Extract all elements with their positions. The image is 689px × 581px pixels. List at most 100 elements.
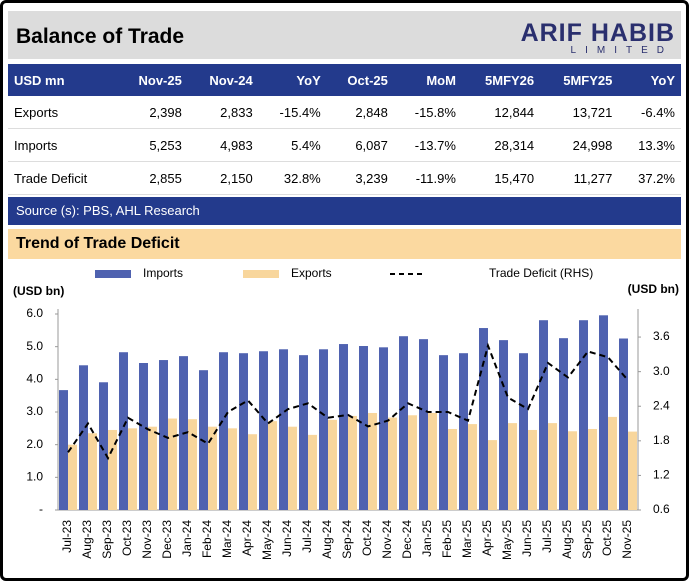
cell: Trade Deficit (8, 161, 118, 195)
bar (128, 428, 137, 510)
cell: 13,721 (540, 96, 619, 129)
column-header: MoM (393, 64, 462, 96)
bar (548, 423, 557, 510)
bar (399, 336, 408, 510)
legend-label: Imports (143, 266, 183, 280)
bar (168, 418, 177, 510)
x-tick-label: Jul-25 (540, 520, 554, 553)
header-row: USD mn Nov-25 Nov-24 YoY Oct-25 MoM 5MFY26 5MFY… (8, 64, 681, 96)
bar (479, 328, 488, 510)
bar (608, 416, 617, 510)
bar (419, 339, 428, 510)
column-header: 5MFY25 (540, 64, 619, 96)
bar (319, 349, 328, 510)
bar (148, 426, 157, 510)
bar (348, 415, 357, 510)
y-tick-label: 2.0 (26, 437, 43, 451)
column-header: USD mn (8, 64, 118, 96)
y-tick-label: 4.0 (26, 372, 43, 386)
legend-swatch (243, 270, 279, 278)
bar (88, 433, 97, 510)
y-tick-label: 6.0 (26, 306, 43, 320)
cell: 32.8% (258, 161, 327, 195)
x-tick-label: Sep-25 (580, 520, 594, 559)
x-tick-label: Oct-23 (120, 520, 134, 556)
cell: 6,087 (326, 128, 394, 162)
cell: 2,398 (117, 96, 188, 129)
y2-tick-label: 1.2 (653, 468, 670, 482)
y2-tick-label: 3.6 (653, 329, 670, 343)
column-header: Nov-24 (187, 64, 259, 96)
bar (259, 351, 268, 510)
column-header: Nov-25 (117, 64, 188, 96)
x-tick-label: Nov-23 (140, 520, 154, 559)
y2-tick-label: 1.8 (653, 433, 670, 447)
x-tick-label: Jan-25 (420, 520, 434, 557)
x-tick-label: Dec-24 (400, 520, 414, 559)
x-tick-label: Jul-23 (60, 520, 74, 553)
table: USD mn Nov-25 Nov-24 YoY Oct-25 MoM 5MFY26 5MFY… (8, 64, 681, 195)
bar (619, 338, 628, 510)
x-tick-label: Apr-25 (480, 520, 494, 556)
x-tick-label: Aug-25 (560, 520, 574, 559)
chart-title: Trend of Trade Deficit (8, 229, 681, 259)
y-tick-label: 3.0 (26, 404, 43, 418)
bar (379, 347, 388, 510)
cell: 24,998 (540, 128, 619, 162)
row: Trade Deficit 2,855 2,150 32.8% 3,239 -11.9% 1… (8, 161, 681, 195)
bar (288, 426, 297, 510)
bar (519, 353, 528, 510)
cell: -11.9% (393, 161, 462, 195)
x-tick-label: Jun-25 (520, 520, 534, 557)
cell: -15.4% (258, 96, 327, 129)
y-axis-label: (USD bn) (13, 284, 64, 298)
logo-sub: LIMITED (570, 45, 673, 56)
x-tick-label: Jan-24 (180, 520, 194, 557)
column-header: YoY (258, 64, 327, 96)
bar (99, 382, 108, 510)
cell: 2,833 (187, 96, 259, 129)
cell: 5.4% (258, 128, 327, 162)
x-tick-label: Nov-25 (620, 520, 634, 559)
x-tick-label: Mar-25 (460, 520, 474, 558)
bar (219, 352, 228, 510)
title: Balance of Trade (16, 25, 185, 48)
bar (59, 390, 68, 510)
bar (188, 419, 197, 510)
bar (239, 353, 248, 510)
bar (488, 440, 497, 510)
bar (539, 320, 548, 510)
bar (328, 419, 337, 510)
bar (459, 353, 468, 510)
bar (159, 360, 168, 510)
x-tick-label: Oct-24 (360, 520, 374, 556)
x-tick-label: Sep-24 (340, 520, 354, 559)
column-header: 5MFY26 (461, 64, 541, 96)
x-tick-label: Aug-24 (320, 520, 334, 559)
bar (108, 429, 117, 510)
bar (428, 412, 437, 510)
cell: 11,277 (540, 161, 619, 195)
bar (299, 355, 308, 510)
legend-swatch (95, 270, 131, 278)
row: Imports 5,253 4,983 5.4% 6,087 -13.7% 28,314 24… (8, 128, 681, 162)
y2-tick-label: 2.4 (653, 398, 670, 412)
bar (439, 355, 448, 510)
x-tick-label: Mar-24 (220, 520, 234, 558)
cell: 2,848 (326, 96, 394, 129)
bar (579, 320, 588, 510)
cell: -13.7% (393, 128, 462, 162)
bar (448, 428, 457, 510)
row: Exports 2,398 2,833 -15.4% 2,848 -15.8% 12,844… (8, 96, 681, 129)
x-tick-label: Nov-24 (380, 520, 394, 559)
bar (559, 338, 568, 510)
bar (68, 444, 77, 510)
bar (528, 429, 537, 510)
cell: Exports (8, 96, 118, 129)
bar (339, 344, 348, 510)
bar (508, 423, 517, 510)
cell: 37.2% (618, 161, 681, 195)
bar (248, 434, 257, 510)
x-tick-label: Oct-25 (600, 520, 614, 556)
